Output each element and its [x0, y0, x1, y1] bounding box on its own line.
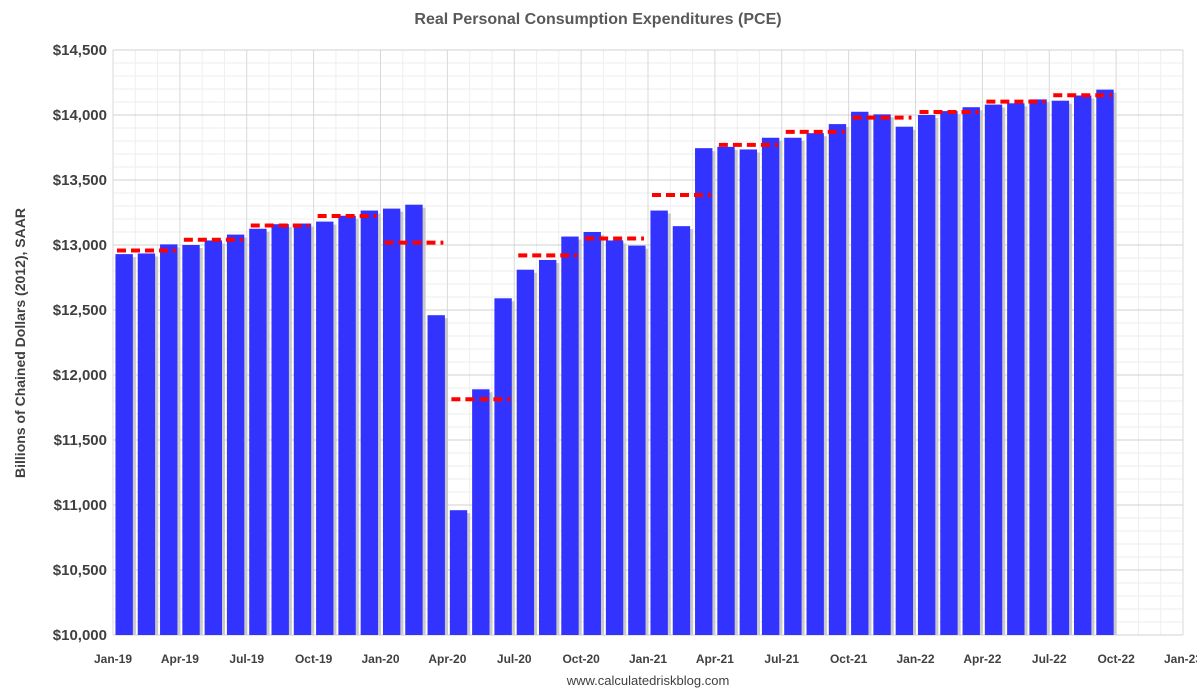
x-tick-label: Oct-19	[295, 652, 333, 666]
source-label: www.calculatedriskblog.com	[566, 673, 730, 688]
x-tick-label: Oct-20	[562, 652, 600, 666]
bar	[427, 315, 445, 635]
x-axis-ticks: Jan-19 Apr-19 Jul-19 Oct-19 Jan-20 Apr-20 Jul-…	[94, 652, 1197, 666]
bar	[605, 240, 624, 635]
x-tick-label: Jul-20	[497, 652, 532, 666]
bar	[516, 269, 535, 635]
bar	[962, 107, 980, 635]
bar	[561, 236, 579, 636]
x-tick-label: Oct-22	[1097, 652, 1135, 666]
bar	[984, 104, 1003, 636]
bar	[115, 254, 133, 635]
x-tick-label: Apr-19	[161, 652, 199, 666]
chart-title: Real Personal Consumption Expenditures (…	[414, 11, 781, 28]
bar	[249, 228, 267, 635]
x-tick-label: Jan-21	[629, 652, 667, 666]
x-tick-label: Jan-20	[361, 652, 399, 666]
bar	[717, 146, 735, 635]
bar	[761, 137, 780, 635]
bar	[338, 215, 356, 635]
y-tick-label: $12,500	[53, 302, 107, 319]
bar	[828, 124, 847, 635]
bar	[449, 510, 468, 635]
y-tick-label: $11,000	[54, 497, 107, 514]
bar	[182, 245, 200, 635]
x-tick-label: Jan-23	[1164, 652, 1197, 666]
bar	[917, 115, 936, 635]
bar	[538, 259, 557, 635]
x-tick-label: Apr-21	[696, 652, 734, 666]
bar	[1096, 89, 1114, 635]
bar	[293, 223, 312, 636]
quarterly-average-series	[117, 93, 1113, 402]
y-tick-label: $11,500	[54, 432, 107, 449]
bar	[695, 148, 713, 635]
bar	[226, 234, 245, 635]
x-tick-label: Jul-21	[764, 652, 799, 666]
bar	[1007, 103, 1025, 636]
bar	[628, 245, 646, 635]
bar	[895, 126, 914, 635]
bar	[271, 224, 289, 635]
bar	[1029, 99, 1047, 635]
bar	[784, 137, 802, 635]
x-tick-label: Jul-22	[1032, 652, 1067, 666]
y-tick-label: $14,500	[53, 42, 107, 59]
x-tick-label: Jul-19	[229, 652, 264, 666]
bar	[851, 111, 869, 635]
bar	[873, 114, 891, 636]
x-tick-label: Apr-22	[963, 652, 1001, 666]
bar	[160, 244, 178, 635]
bar	[472, 389, 490, 635]
bar	[494, 298, 512, 635]
y-tick-label: $12,000	[53, 367, 107, 384]
bar	[316, 221, 334, 635]
y-tick-label: $13,000	[53, 237, 107, 254]
bar	[405, 204, 423, 635]
bar	[739, 149, 758, 635]
bar	[672, 226, 691, 635]
y-tick-label: $10,000	[53, 627, 107, 644]
y-tick-label: $10,500	[53, 562, 107, 579]
y-axis-label: Billions of Chained Dollars (2012), SAAR	[12, 208, 28, 478]
bar-series	[115, 89, 1117, 636]
bar	[382, 208, 401, 635]
bar	[650, 210, 668, 636]
x-tick-label: Apr-20	[428, 652, 466, 666]
bar	[204, 240, 223, 635]
bar	[1051, 100, 1070, 635]
x-tick-label: Jan-19	[94, 652, 132, 666]
bar	[583, 232, 601, 635]
bar	[360, 210, 379, 636]
bar	[940, 111, 958, 636]
bar	[1073, 95, 1092, 635]
y-axis-ticks: $10,000 $10,500 $11,000 $11,500 $12,000 $12,5…	[53, 42, 107, 644]
x-tick-label: Oct-21	[830, 652, 868, 666]
y-tick-label: $14,000	[53, 107, 107, 124]
bar	[806, 133, 824, 635]
bar	[137, 253, 156, 635]
y-tick-label: $13,500	[53, 172, 107, 189]
x-tick-label: Jan-22	[896, 652, 934, 666]
